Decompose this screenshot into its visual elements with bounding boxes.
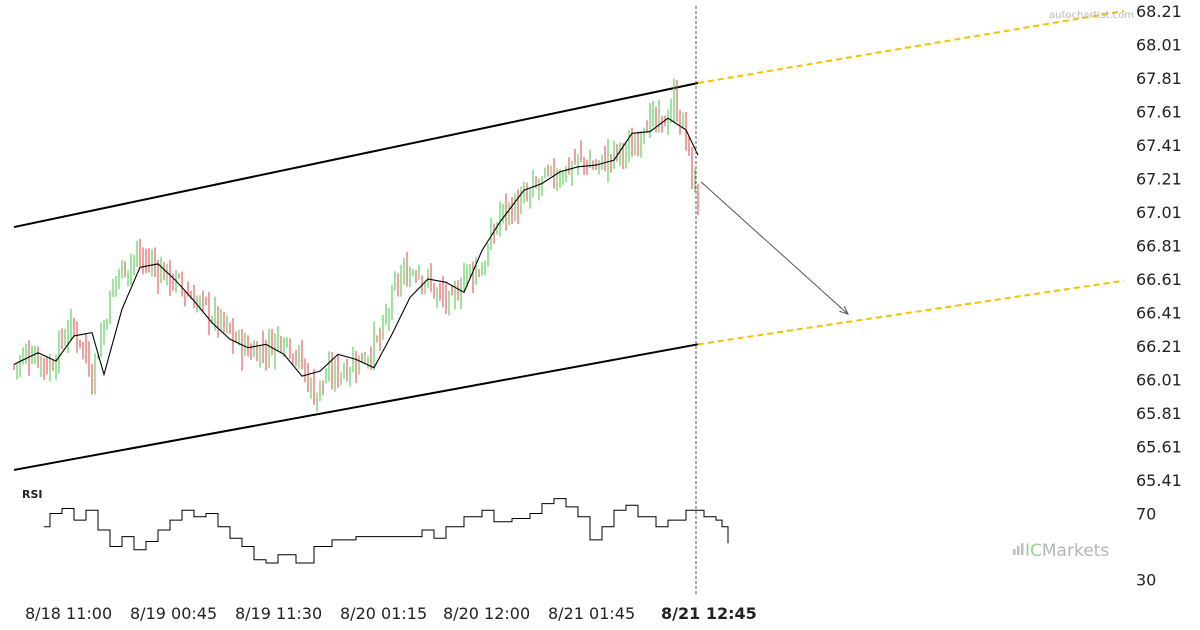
time-tick-label: 8/19 11:30 [235,604,322,623]
channel-lower-projection [697,279,1125,346]
price-tick-label: 67.21 [1136,170,1182,189]
time-tick-label: 8/18 11:00 [25,604,112,623]
time-tick-label: 8/21 12:45 [661,604,757,623]
time-tick-label: 8/20 12:00 [443,604,530,623]
time-tick-label: 8/20 01:15 [340,604,427,623]
time-tick-label: 8/19 00:45 [130,604,217,623]
svg-text:ICMarkets: ICMarkets [1025,541,1109,561]
price-tick-label: 65.81 [1136,404,1182,423]
price-tick-label: 66.01 [1136,371,1182,390]
channel-lower-line [13,343,699,471]
price-tick-label: 67.01 [1136,203,1182,222]
price-tick-label: 68.21 [1136,2,1182,21]
price-tick-label: 66.81 [1136,237,1182,256]
price-tick-label: 66.41 [1136,304,1182,323]
rsi-tick-label: 30 [1136,571,1156,590]
candlesticks [13,78,699,412]
price-tick-label: 66.61 [1136,270,1182,289]
forecast-arrow-shaft [700,181,849,315]
channel-upper-line [13,82,699,229]
channel-lines [13,10,1125,471]
logo-bar-2 [1017,546,1020,555]
rsi-line [44,498,729,564]
rsi-axis: 70 30 [1136,505,1156,590]
rsi-tick-label: 70 [1136,505,1156,524]
channel-upper-projection [697,10,1125,85]
logo-ic-text: IC [1025,541,1042,561]
time-tick-label: 8/21 01:45 [548,604,635,623]
logo-bar-3 [1021,543,1024,555]
price-tick-label: 65.41 [1136,471,1182,490]
price-tick-label: 68.01 [1136,36,1182,55]
autochartist-watermark: autochartist.com [1049,10,1134,21]
moving-average-line [13,117,699,377]
price-axis: 68.21 68.01 67.81 67.61 67.41 67.21 67.01 66.81… [1136,2,1182,490]
logo-markets-text: Markets [1042,541,1109,561]
price-tick-label: 67.61 [1136,103,1182,122]
price-tick-label: 67.41 [1136,136,1182,155]
price-tick-label: 65.61 [1136,438,1182,457]
time-axis: 8/18 11:00 8/19 00:45 8/19 11:30 8/20 01:15… [25,604,757,623]
rsi-label: RSI [22,488,43,501]
logo-bar-1 [1013,549,1016,555]
forecast-arrow [700,181,849,316]
price-tick-label: 66.21 [1136,337,1182,356]
icmarkets-logo: ICMarkets [1013,541,1109,561]
price-tick-label: 67.81 [1136,69,1182,88]
forecast-arrow-head [839,305,849,316]
